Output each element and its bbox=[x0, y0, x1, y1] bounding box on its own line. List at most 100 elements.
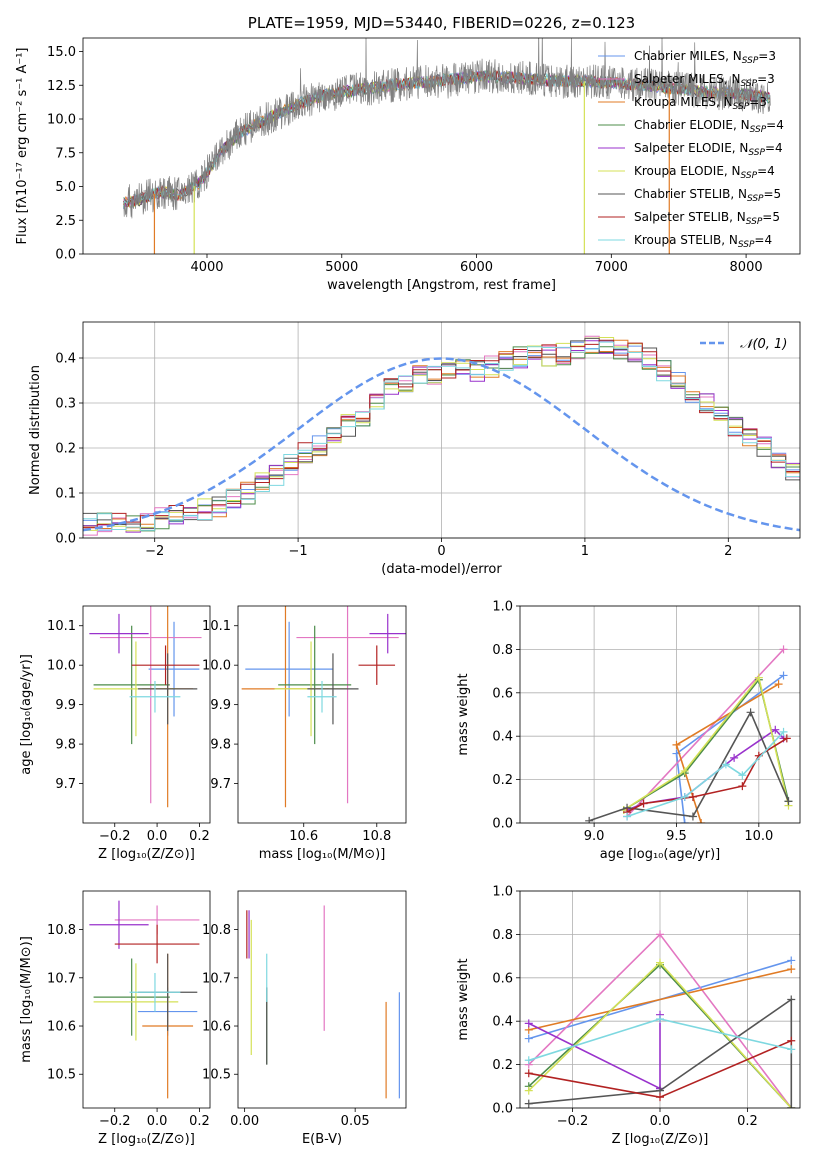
weight-marker bbox=[656, 958, 664, 967]
mass-weight-vs-Z-xtick-label: −0.2 bbox=[557, 1114, 589, 1129]
spectrum-xtick-label: 7000 bbox=[595, 260, 628, 275]
age-vs-Z-xlabel: Z [log₁₀(Z/Z⊙)] bbox=[98, 847, 195, 862]
mass-weight-vs-age-ylabel: mass weight bbox=[456, 673, 471, 755]
weight-marker bbox=[688, 812, 697, 821]
mass-vs-EBV-xlabel: E(B-V) bbox=[302, 1132, 342, 1147]
residual-histogram bbox=[83, 339, 800, 529]
weight-marker bbox=[738, 771, 747, 780]
age-vs-Z-ytick-label: 10.0 bbox=[47, 659, 76, 674]
weight-marker bbox=[779, 645, 788, 654]
weight-marker bbox=[656, 1093, 664, 1102]
mass-weight-vs-age-xtick-label: 9.0 bbox=[584, 829, 605, 844]
mass-weight-vs-age-plot-area bbox=[585, 645, 793, 823]
mass-vs-EBV-xtick-label: 0.05 bbox=[341, 1114, 370, 1129]
mass-weight-vs-age-ytick-label: 0.2 bbox=[492, 773, 513, 788]
spectrum-ytick-label: 7.5 bbox=[55, 146, 76, 161]
residuals-ylabel: Normed distribution bbox=[28, 365, 43, 495]
mass-vs-EBV-ytick-label: 10.6 bbox=[202, 1020, 231, 1035]
mass-weight-vs-age-ytick-label: 0.6 bbox=[492, 686, 513, 701]
weight-marker bbox=[680, 792, 689, 801]
spectrum-ytick-label: 0.0 bbox=[55, 248, 76, 263]
mass-weight-vs-age-frame bbox=[519, 605, 801, 824]
weight-marker bbox=[524, 1056, 533, 1065]
residuals-ytick-label: 0.2 bbox=[55, 442, 76, 457]
age-vs-Z-xtick-label: −0.2 bbox=[99, 829, 131, 844]
legend-label: Salpeter MILES, NSSP=3 bbox=[634, 72, 775, 89]
spectrum-xlabel: wavelength [Angstrom, rest frame] bbox=[327, 278, 556, 293]
spectrum-ylabel: Flux [fλ10⁻¹⁷ erg cm⁻² s⁻¹ A⁻¹] bbox=[15, 48, 30, 245]
mass-weight-vs-Z-ytick-label: 0.4 bbox=[492, 1015, 513, 1030]
age-vs-Z-ylabel: age [log₁₀(age/yr)] bbox=[19, 654, 34, 775]
mass-vs-EBV-ytick-label: 10.8 bbox=[202, 923, 231, 938]
age-vs-mass-ytick-label: 9.9 bbox=[210, 698, 231, 713]
residuals-panel: −2 −1 0 1 2 0.0 0.1 0.2 0.3 0.4 (data-model)/error… bbox=[28, 321, 801, 577]
mass-weight-vs-age-xtick-label: 9.5 bbox=[666, 829, 687, 844]
residual-histogram bbox=[83, 341, 800, 531]
mass-vs-Z-frame bbox=[82, 890, 211, 1109]
spectrum-title: PLATE=1959, MJD=53440, FIBERID=0226, z=0… bbox=[248, 14, 635, 32]
age-vs-mass-ytick-label: 10.0 bbox=[202, 659, 231, 674]
age-vs-Z-plot-area bbox=[89, 606, 202, 808]
spectrum-frame bbox=[82, 37, 801, 255]
mass-weight-vs-Z-xtick-label: 0.2 bbox=[737, 1114, 758, 1129]
weight-marker bbox=[754, 673, 763, 682]
weight-marker bbox=[672, 740, 681, 749]
spectrum-panel: 4000 5000 6000 7000 8000 0.0 2.5 5.0 7.5 10.0 12.5… bbox=[15, 14, 801, 293]
mass-vs-EBV-ytick-label: 10.5 bbox=[202, 1068, 231, 1083]
legend-label: Kroupa STELIB, NSSP=4 bbox=[634, 233, 772, 250]
weight-marker bbox=[524, 1086, 533, 1095]
age-vs-mass-ytick-label: 9.7 bbox=[210, 777, 231, 792]
weight-line bbox=[626, 728, 785, 811]
weight-marker bbox=[738, 782, 747, 791]
weight-marker bbox=[721, 760, 730, 769]
mass-weight-vs-Z-ytick-label: 0.6 bbox=[492, 971, 513, 986]
age-vs-mass-xtick-label: 10.8 bbox=[362, 829, 391, 844]
mass-weight-vs-Z-ytick-label: 0.2 bbox=[492, 1058, 513, 1073]
age-vs-Z-ytick-label: 9.9 bbox=[55, 698, 76, 713]
mass-weight-vs-age-panel: 9.0 9.5 10.0 0.0 0.2 0.4 0.6 0.8 1.0 age [log₁₀(a… bbox=[456, 600, 801, 862]
residual-histogram bbox=[83, 337, 800, 529]
mass-vs-EBV-xtick-label: 0.00 bbox=[230, 1114, 259, 1129]
legend-label: Salpeter STELIB, NSSP=5 bbox=[634, 210, 780, 227]
mass-vs-Z-ytick-label: 10.5 bbox=[47, 1068, 76, 1083]
weight-marker bbox=[656, 1015, 664, 1024]
weight-line bbox=[528, 997, 793, 1108]
age-vs-Z-xtick-label: 0.0 bbox=[147, 829, 168, 844]
mass-vs-Z-plot-area bbox=[89, 900, 200, 1099]
age-vs-Z-frame bbox=[82, 605, 211, 824]
spectrum-xtick-label: 5000 bbox=[325, 260, 358, 275]
mass-vs-Z-xtick-label: −0.2 bbox=[99, 1114, 131, 1129]
mass-weight-vs-Z-panel: −0.2 0.0 0.2 0.0 0.2 0.4 0.6 0.8 1.0 Z [log₁₀(Z/Z… bbox=[456, 885, 801, 1147]
mass-weight-vs-Z-xtick-label: 0.0 bbox=[650, 1114, 671, 1129]
age-vs-mass-panel: 10.6 10.8 9.7 9.8 9.9 10.0 10.1 mass [log₁₀(M/M… bbox=[202, 605, 407, 862]
weight-marker bbox=[585, 816, 594, 823]
legend-label: Chabrier ELODIE, NSSP=4 bbox=[634, 118, 784, 135]
legend-label: Kroupa MILES, NSSP=3 bbox=[634, 95, 767, 112]
mass-weight-vs-Z-plot-area bbox=[524, 930, 796, 1108]
age-vs-mass-xlabel: mass [log₁₀(M/M⊙)] bbox=[259, 847, 386, 862]
mass-weight-vs-Z-ytick-label: 1.0 bbox=[492, 885, 513, 900]
weight-marker bbox=[779, 727, 788, 736]
mass-vs-Z-xtick-label: 0.0 bbox=[147, 1114, 168, 1129]
spectrum-xtick-label: 6000 bbox=[460, 260, 493, 275]
weight-marker bbox=[784, 797, 793, 806]
weight-marker bbox=[680, 819, 689, 823]
spectrum-ytick-label: 10.0 bbox=[47, 113, 76, 128]
weight-marker bbox=[787, 956, 796, 965]
residuals-ytick-label: 0.0 bbox=[55, 532, 76, 547]
mass-vs-Z-xlabel: Z [log₁₀(Z/Z⊙)] bbox=[98, 1132, 195, 1147]
mass-weight-vs-age-xtick-label: 10.0 bbox=[744, 829, 773, 844]
mass-vs-EBV-plot-area bbox=[246, 905, 400, 1099]
mass-vs-Z-xtick-label: 0.2 bbox=[189, 1114, 210, 1129]
weight-marker bbox=[771, 725, 780, 734]
residuals-xtick-label: 0 bbox=[437, 544, 445, 559]
weight-marker bbox=[730, 753, 739, 762]
weight-marker bbox=[787, 1104, 796, 1108]
legend-label: Chabrier MILES, NSSP=3 bbox=[634, 49, 776, 66]
normal-curve bbox=[83, 357, 800, 532]
model-line bbox=[123, 70, 771, 207]
age-vs-mass-plot-area bbox=[241, 606, 406, 808]
residual-histogram bbox=[83, 339, 800, 529]
weight-line bbox=[528, 968, 792, 1031]
weight-line bbox=[528, 1014, 661, 1090]
